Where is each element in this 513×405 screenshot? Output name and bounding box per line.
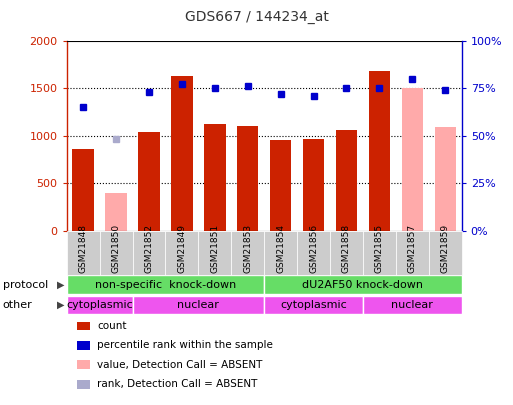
Text: GSM21851: GSM21851	[210, 224, 220, 273]
Text: GSM21857: GSM21857	[408, 224, 417, 273]
Bar	[204, 124, 226, 231]
Text: protocol: protocol	[3, 279, 48, 290]
Text: GSM21856: GSM21856	[309, 224, 318, 273]
Bar	[435, 127, 456, 231]
Text: GSM21858: GSM21858	[342, 224, 351, 273]
FancyBboxPatch shape	[67, 275, 264, 294]
FancyBboxPatch shape	[132, 296, 264, 314]
Text: GSM21850: GSM21850	[111, 224, 121, 273]
Text: percentile rank within the sample: percentile rank within the sample	[97, 341, 273, 350]
FancyBboxPatch shape	[67, 296, 132, 314]
Text: nuclear: nuclear	[391, 300, 433, 310]
Text: count: count	[97, 321, 127, 331]
Bar	[336, 130, 357, 231]
Text: GSM21852: GSM21852	[145, 224, 153, 273]
Text: GDS667 / 144234_at: GDS667 / 144234_at	[185, 10, 328, 24]
Bar	[237, 126, 259, 231]
Text: GSM21853: GSM21853	[243, 224, 252, 273]
Text: ▶: ▶	[56, 279, 64, 290]
Bar	[369, 71, 390, 231]
Bar	[402, 88, 423, 231]
Text: GSM21854: GSM21854	[276, 224, 285, 273]
Bar	[303, 139, 324, 231]
Text: value, Detection Call = ABSENT: value, Detection Call = ABSENT	[97, 360, 263, 370]
Bar	[105, 193, 127, 231]
Text: cytoplasmic: cytoplasmic	[66, 300, 133, 310]
FancyBboxPatch shape	[264, 275, 462, 294]
Text: non-specific  knock-down: non-specific knock-down	[95, 279, 236, 290]
Text: nuclear: nuclear	[177, 300, 219, 310]
Bar	[72, 149, 94, 231]
Bar	[171, 76, 192, 231]
FancyBboxPatch shape	[264, 296, 363, 314]
Bar	[270, 141, 291, 231]
Text: cytoplasmic: cytoplasmic	[280, 300, 347, 310]
Text: GSM21849: GSM21849	[177, 224, 186, 273]
Text: GSM21855: GSM21855	[375, 224, 384, 273]
Text: GSM21848: GSM21848	[78, 224, 88, 273]
Text: GSM21859: GSM21859	[441, 224, 450, 273]
Text: other: other	[3, 300, 32, 310]
Bar	[139, 132, 160, 231]
Text: dU2AF50 knock-down: dU2AF50 knock-down	[303, 279, 423, 290]
Text: rank, Detection Call = ABSENT: rank, Detection Call = ABSENT	[97, 379, 258, 389]
Text: ▶: ▶	[56, 300, 64, 310]
FancyBboxPatch shape	[363, 296, 462, 314]
